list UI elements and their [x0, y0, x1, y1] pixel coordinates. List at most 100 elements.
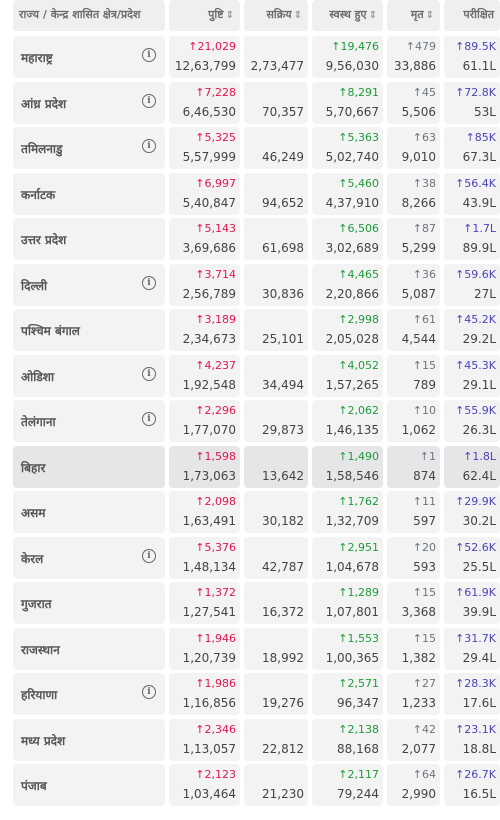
info-icon[interactable]: i [142, 139, 156, 153]
recovered-cell: ↑2,138 88,168 [312, 718, 383, 761]
state-cell[interactable]: मध्य प्रदेश [13, 718, 165, 761]
table-row[interactable]: उत्तर प्रदेश ↑5,143 3,69,686 61,698 ↑6,5… [0, 218, 500, 260]
state-name: पश्चिम बंगाल [21, 324, 80, 338]
state-cell[interactable]: राजस्थान [13, 627, 165, 670]
active-cell: 19,276 [244, 673, 308, 715]
arrow-up-icon: ↑ [195, 677, 205, 690]
state-cell[interactable]: महाराष्ट्र i [13, 36, 165, 78]
state-cell[interactable]: पश्चिम बंगाल [13, 309, 165, 351]
info-icon[interactable]: i [142, 548, 156, 563]
table-row[interactable]: आंध्र प्रदेश i ↑7,228 6,46,530 70,357 ↑8… [0, 81, 500, 124]
deceased-cell: ↑87 5,299 [387, 218, 440, 260]
header-active[interactable]: सक्रिय ⇕ [244, 0, 308, 31]
state-cell[interactable]: उत्तर प्रदेश [13, 218, 165, 260]
active-total: 46,249 [262, 150, 304, 164]
tested-cell: ↑56.4K 43.9L [444, 172, 500, 215]
active-cell: 29,873 [244, 400, 308, 442]
arrow-up-icon: ↑ [465, 131, 475, 144]
state-cell[interactable]: आंध्र प्रदेश i [13, 81, 165, 124]
active-total: 22,812 [262, 741, 304, 756]
arrow-up-icon: ↑ [338, 677, 348, 690]
tested-total: 30.2L [462, 514, 496, 528]
table-row[interactable]: पंजाब ↑2,123 1,03,464 21,230 ↑2,117 79,2… [0, 764, 500, 806]
header-deceased[interactable]: मृत ⇕ [387, 0, 440, 31]
table-row[interactable]: कर्नाटक ↑6,997 5,40,847 94,652 ↑5,460 4,… [0, 172, 500, 215]
info-icon[interactable]: i [142, 275, 156, 290]
deceased-delta: ↑15 [412, 631, 436, 645]
arrow-up-icon: ↑ [195, 404, 205, 417]
deceased-total: 4,544 [401, 332, 436, 346]
tested-delta: ↑45.3K [455, 358, 496, 372]
table-row[interactable]: केरल i ↑5,376 1,48,134 42,787 ↑2,951 1,0… [0, 536, 500, 579]
table-row[interactable]: बिहार ↑1,598 1,73,063 13,642 ↑1,490 1,58… [0, 445, 500, 488]
header-state[interactable]: राज्य / केन्द्र शासित क्षेत्र/प्रदेश [13, 0, 165, 31]
state-cell[interactable]: पंजाब [13, 764, 165, 806]
state-cell[interactable]: कर्नाटक [13, 172, 165, 215]
state-cell[interactable]: केरल i [13, 536, 165, 579]
deceased-delta: ↑87 [412, 222, 436, 235]
recovered-delta: ↑1,762 [338, 495, 379, 508]
confirmed-cell: ↑2,296 1,77,070 [169, 400, 240, 442]
state-cell[interactable]: दिल्ली i [13, 263, 165, 306]
recovered-delta: ↑2,998 [338, 313, 379, 326]
confirmed-cell: ↑2,123 1,03,464 [169, 764, 240, 806]
arrow-up-icon: ↑ [338, 267, 348, 281]
state-cell[interactable]: तमिलनाडु i [13, 127, 165, 169]
state-cell[interactable]: तेलंगाना i [13, 400, 165, 442]
arrow-up-icon: ↑ [338, 176, 348, 190]
header-tested[interactable]: परीक्षित [444, 0, 500, 31]
state-cell[interactable]: बिहार [13, 445, 165, 488]
table-row[interactable]: तमिलनाडु i ↑5,325 5,57,999 46,249 ↑5,363… [0, 127, 500, 169]
active-cell: 22,812 [244, 718, 308, 761]
confirmed-total: 1,48,134 [182, 559, 236, 574]
confirmed-total: 5,57,999 [182, 150, 236, 164]
state-cell[interactable]: गुजरात [13, 582, 165, 624]
confirmed-delta: ↑2,346 [195, 722, 236, 736]
deceased-total: 9,010 [401, 150, 436, 164]
info-icon[interactable]: i [142, 93, 156, 108]
confirmed-cell: ↑21,029 12,63,799 [169, 36, 240, 78]
info-icon[interactable]: i [142, 685, 156, 699]
tested-total: 25.5L [462, 559, 496, 574]
recovered-delta: ↑2,062 [338, 404, 379, 417]
tested-cell: ↑61.9K 39.9L [444, 582, 500, 624]
table-row[interactable]: मध्य प्रदेश ↑2,346 1,13,057 22,812 ↑2,13… [0, 718, 500, 761]
confirmed-cell: ↑7,228 6,46,530 [169, 81, 240, 124]
active-total: 30,182 [262, 514, 304, 528]
table-row[interactable]: दिल्ली i ↑3,714 2,56,789 30,836 ↑4,465 2… [0, 263, 500, 306]
state-cell[interactable]: हरियाणा i [13, 673, 165, 715]
confirmed-delta: ↑1,986 [195, 677, 236, 690]
table-row[interactable]: महाराष्ट्र i ↑21,029 12,63,799 2,73,477 … [0, 36, 500, 78]
deceased-cell: ↑42 2,077 [387, 718, 440, 761]
table-row[interactable]: हरियाणा i ↑1,986 1,16,856 19,276 ↑2,571 … [0, 673, 500, 715]
table-row[interactable]: तेलंगाना i ↑2,296 1,77,070 29,873 ↑2,062… [0, 400, 500, 442]
table-row[interactable]: ओडिशा i ↑4,237 1,92,548 34,494 ↑4,052 1,… [0, 354, 500, 397]
info-icon[interactable]: i [142, 48, 156, 62]
arrow-up-icon: ↑ [338, 85, 348, 99]
header-recovered[interactable]: स्वस्थ हुए ⇕ [312, 0, 383, 31]
state-name: बिहार [21, 460, 46, 475]
recovered-delta: ↑4,052 [338, 358, 379, 372]
table-row[interactable]: पश्चिम बंगाल ↑3,189 2,34,673 25,101 ↑2,9… [0, 309, 500, 351]
arrow-up-icon: ↑ [338, 313, 348, 326]
arrow-up-icon: ↑ [338, 631, 348, 645]
header-confirmed[interactable]: पुष्टि ⇕ [169, 0, 240, 31]
active-total: 2,73,477 [250, 59, 304, 73]
info-icon[interactable]: i [142, 412, 156, 426]
confirmed-delta: ↑2,296 [195, 404, 236, 417]
table-row[interactable]: असम ↑2,098 1,63,491 30,182 ↑1,762 1,32,7… [0, 491, 500, 533]
confirmed-total: 5,40,847 [182, 195, 236, 210]
table-row[interactable]: गुजरात ↑1,372 1,27,541 16,372 ↑1,289 1,0… [0, 582, 500, 624]
recovered-cell: ↑2,062 1,46,135 [312, 400, 383, 442]
arrow-up-icon: ↑ [412, 85, 422, 99]
tested-delta: ↑31.7K [455, 631, 496, 645]
recovered-total: 2,20,866 [325, 286, 379, 301]
header-state-label: राज्य / केन्द्र शासित क्षेत्र/प्रदेश [19, 8, 141, 21]
table-row[interactable]: राजस्थान ↑1,946 1,20,739 18,992 ↑1,553 1… [0, 627, 500, 670]
info-icon[interactable]: i [142, 366, 156, 381]
tested-cell: ↑1.7L 89.9L [444, 218, 500, 260]
state-cell[interactable]: ओडिशा i [13, 354, 165, 397]
arrow-up-icon: ↑ [412, 313, 422, 326]
recovered-delta: ↑6,506 [338, 222, 379, 235]
state-cell[interactable]: असम [13, 491, 165, 533]
